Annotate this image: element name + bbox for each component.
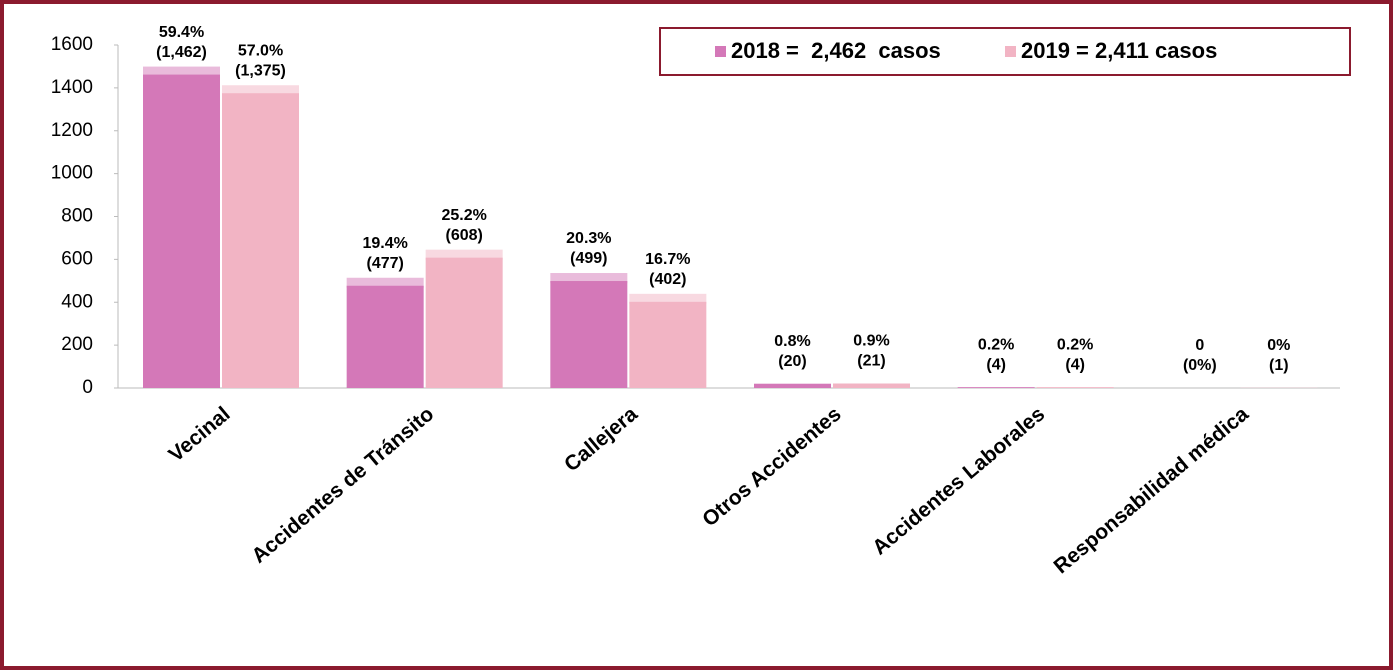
bar	[1036, 387, 1114, 388]
value-label: 16.7%	[645, 251, 690, 268]
bar	[425, 257, 503, 388]
legend-label: 2018 = 2,462 casos	[731, 38, 941, 63]
value-label: 19.4%	[362, 235, 407, 252]
bar-cap	[346, 277, 424, 288]
value-label: (608)	[445, 227, 482, 244]
bar-cap	[425, 249, 503, 260]
value-label: (1,375)	[235, 62, 286, 79]
value-label: 0%	[1267, 337, 1290, 354]
value-label: (21)	[857, 353, 885, 370]
y-tick-label: 200	[61, 334, 93, 355]
value-label: (402)	[649, 271, 686, 288]
bar	[143, 74, 220, 389]
y-tick-label: 1600	[51, 34, 93, 55]
value-label: (4)	[1065, 356, 1085, 373]
bar	[833, 383, 910, 388]
y-tick-label: 600	[61, 248, 93, 269]
bar-cap	[143, 66, 220, 77]
value-label: 0	[1195, 337, 1204, 354]
value-label: 57.0%	[238, 42, 283, 59]
y-tick-label: 800	[61, 206, 93, 227]
value-label: (20)	[778, 353, 806, 370]
value-label: (499)	[570, 250, 607, 267]
legend-swatch	[1005, 46, 1016, 57]
bar	[550, 281, 628, 388]
bar-cap	[629, 293, 707, 304]
value-label: 0.8%	[774, 333, 810, 350]
y-tick-label: 0	[82, 377, 93, 398]
bar	[957, 387, 1035, 388]
value-label: (0%)	[1183, 357, 1217, 374]
value-label: 25.2%	[441, 207, 486, 224]
value-label: (1,462)	[156, 44, 207, 61]
legend-label: 2019 = 2,411 casos	[1021, 38, 1217, 63]
bar	[754, 383, 831, 388]
bar-cap	[222, 85, 299, 96]
bar	[629, 301, 707, 388]
y-tick-label: 1400	[51, 77, 93, 98]
bar-cap	[550, 273, 628, 284]
legend-swatch	[715, 46, 726, 57]
value-label: 0.9%	[853, 333, 889, 350]
value-label: (477)	[366, 255, 403, 272]
value-label: 0.2%	[978, 336, 1014, 353]
y-tick-label: 400	[61, 291, 93, 312]
value-label: 0.2%	[1057, 336, 1093, 353]
value-label: 59.4%	[159, 24, 204, 41]
y-tick-label: 1000	[51, 163, 93, 184]
value-label: (4)	[986, 356, 1006, 373]
bar	[346, 285, 424, 388]
y-tick-label: 1200	[51, 120, 93, 141]
value-label: (1)	[1269, 357, 1289, 374]
bar	[222, 93, 299, 388]
value-label: 20.3%	[566, 230, 611, 247]
